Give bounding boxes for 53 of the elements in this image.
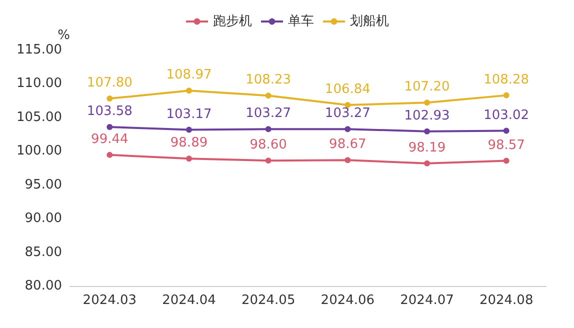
point — [265, 158, 272, 164]
data-label: 108.28 — [484, 72, 530, 88]
data-label: 103.02 — [484, 108, 530, 123]
data-label: 98.60 — [250, 138, 287, 153]
point — [424, 100, 430, 106]
y-tick-label: 105.00 — [16, 110, 62, 125]
data-label: 98.67 — [329, 137, 366, 152]
data-label: 103.58 — [86, 104, 132, 120]
data-label: 98.57 — [488, 138, 525, 153]
point — [186, 126, 192, 133]
y-tick-label: 110.00 — [16, 76, 62, 92]
x-tick-label: 2024.06 — [320, 293, 375, 308]
point — [424, 160, 430, 166]
point — [265, 126, 272, 132]
x-tick-label: 2024.04 — [162, 293, 216, 308]
point — [344, 126, 351, 132]
data-label: 103.27 — [246, 106, 292, 122]
y-tick-label: 80.00 — [24, 278, 62, 294]
x-tick-label: 2024.08 — [479, 293, 534, 308]
data-label: 98.89 — [170, 136, 208, 151]
data-label: 106.84 — [324, 82, 370, 98]
data-label: 107.20 — [404, 80, 450, 95]
data-label: 107.80 — [86, 76, 132, 91]
y-tick-label: 95.00 — [24, 177, 62, 192]
y-tick-label: 100.00 — [16, 144, 62, 159]
point — [106, 124, 113, 130]
point — [503, 158, 510, 164]
data-label: 98.19 — [408, 140, 446, 156]
point — [424, 128, 430, 134]
point — [503, 92, 510, 98]
y-tick-label: 85.00 — [24, 244, 62, 260]
data-label: 102.93 — [404, 108, 450, 124]
point — [265, 92, 272, 99]
x-tick-label: 2024.07 — [400, 293, 454, 308]
point — [186, 156, 192, 162]
data-label: 103.17 — [166, 106, 212, 122]
data-label: 108.23 — [246, 72, 292, 88]
x-tick-label: 2024.03 — [82, 293, 137, 308]
legend-label: 跑步机 — [213, 14, 252, 29]
point — [106, 152, 113, 158]
data-label: 108.97 — [166, 68, 212, 83]
legend-label: 单车 — [288, 14, 314, 29]
point — [106, 96, 113, 102]
data-label: 99.44 — [91, 132, 128, 147]
data-label: 103.27 — [324, 106, 370, 122]
point — [503, 128, 510, 134]
point — [344, 157, 351, 164]
y-tick-label: 115.00 — [16, 42, 62, 58]
legend-label: 划船机 — [350, 14, 389, 29]
y-tick-label: 90.00 — [24, 211, 62, 226]
x-tick-label: 2024.05 — [241, 293, 296, 308]
y-axis-title: % — [58, 28, 70, 43]
point — [186, 88, 192, 94]
